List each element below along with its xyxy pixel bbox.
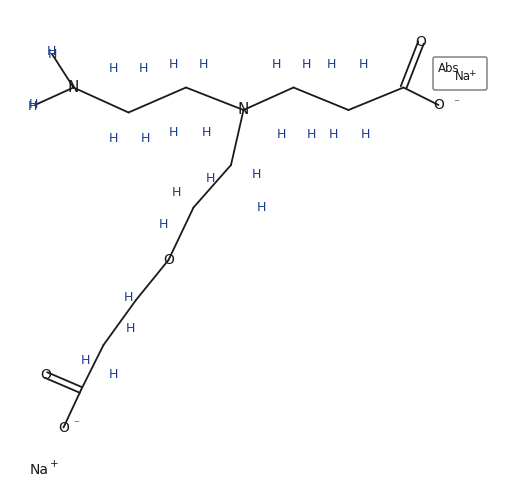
Text: ⁻: ⁻ bbox=[453, 98, 459, 108]
Text: H: H bbox=[124, 291, 133, 304]
Text: H: H bbox=[201, 126, 211, 139]
Text: H: H bbox=[139, 62, 148, 76]
Text: H: H bbox=[326, 58, 336, 71]
Text: H: H bbox=[140, 132, 149, 145]
FancyBboxPatch shape bbox=[433, 57, 487, 90]
Text: H: H bbox=[109, 62, 118, 76]
Text: H: H bbox=[205, 172, 215, 186]
Text: H: H bbox=[46, 45, 56, 58]
Text: H: H bbox=[271, 58, 281, 71]
Text: Na: Na bbox=[30, 463, 49, 477]
Text: O: O bbox=[415, 36, 427, 50]
Text: H: H bbox=[29, 98, 38, 112]
Text: H: H bbox=[109, 132, 118, 145]
Text: H: H bbox=[199, 58, 208, 70]
Text: +: + bbox=[49, 459, 58, 469]
Text: H: H bbox=[251, 168, 261, 180]
Text: H: H bbox=[359, 58, 368, 71]
Text: N: N bbox=[68, 80, 79, 95]
Text: ⁻: ⁻ bbox=[73, 419, 79, 429]
Text: H: H bbox=[159, 218, 168, 232]
Text: H: H bbox=[360, 128, 370, 140]
Text: H: H bbox=[276, 128, 286, 140]
Text: H: H bbox=[169, 58, 178, 70]
Text: +: + bbox=[468, 70, 476, 78]
Text: H: H bbox=[80, 354, 90, 368]
Text: H: H bbox=[256, 201, 265, 214]
Text: H: H bbox=[109, 368, 118, 380]
Text: H: H bbox=[329, 128, 338, 140]
Text: H: H bbox=[169, 126, 178, 139]
Text: H: H bbox=[27, 100, 37, 113]
Text: N: N bbox=[238, 102, 249, 118]
Text: H: H bbox=[126, 322, 135, 336]
Text: O: O bbox=[40, 368, 52, 382]
Text: O: O bbox=[163, 253, 174, 267]
Text: H: H bbox=[301, 58, 311, 71]
Text: H: H bbox=[47, 48, 57, 60]
Text: O: O bbox=[58, 420, 69, 434]
Text: O: O bbox=[433, 98, 444, 112]
Text: Na: Na bbox=[454, 70, 470, 84]
Text: H: H bbox=[171, 186, 181, 199]
Text: H: H bbox=[306, 128, 315, 140]
Text: Abs: Abs bbox=[438, 62, 459, 76]
